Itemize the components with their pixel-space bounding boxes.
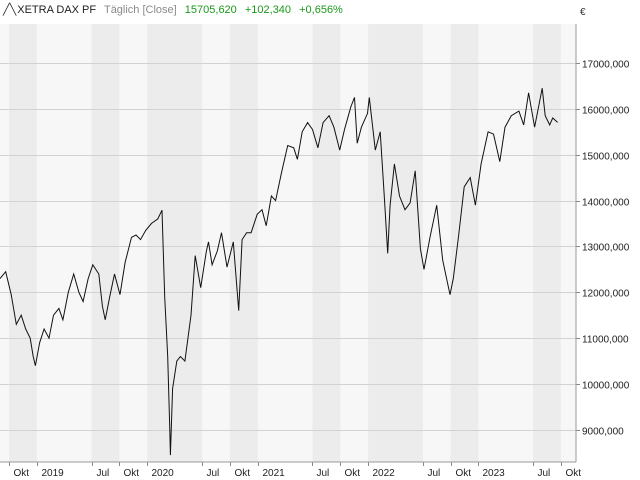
time-band — [9, 24, 37, 462]
change-percent: +0,656% — [299, 4, 343, 16]
change-value: +102,340 — [244, 4, 292, 16]
x-tick-label: Jul — [207, 468, 220, 479]
x-tick-label: Okt — [124, 468, 140, 479]
chart-header: ╱╲XETRA DAX PF Täglich [Close] 15705,620… — [3, 3, 348, 17]
time-band — [533, 24, 561, 462]
frequency-label: Täglich [Close] — [103, 4, 177, 16]
y-tick-label: 13000,000 — [582, 243, 630, 254]
instrument-name: XETRA DAX PF — [17, 4, 97, 16]
x-tick-label: Jul — [97, 468, 110, 479]
time-band — [147, 24, 203, 462]
x-tick-label: 2021 — [263, 468, 286, 479]
plot-area[interactable] — [0, 24, 576, 462]
y-tick-label: 15000,000 — [582, 152, 630, 163]
x-tick-label: Jul — [538, 468, 551, 479]
y-tick-label: 12000,000 — [582, 289, 630, 300]
y-tick-label: 16000,000 — [582, 106, 630, 117]
time-band — [368, 24, 423, 462]
y-tick-label: 9000,000 — [582, 427, 624, 438]
x-tick-label: 2022 — [373, 468, 396, 479]
x-tick-label: Okt — [456, 468, 472, 479]
x-tick-label: Okt — [345, 468, 361, 479]
last-value: 15705,620 — [184, 4, 237, 16]
x-tick-label: 2023 — [483, 468, 506, 479]
y-tick-label: 14000,000 — [582, 198, 630, 209]
y-tick-label: 10000,000 — [582, 381, 630, 392]
x-tick-label: Okt — [235, 468, 251, 479]
series-line — [0, 88, 558, 456]
x-tick-label: 2020 — [152, 468, 175, 479]
y-tick-label: 17000,000 — [582, 60, 630, 71]
x-tick-label: Jul — [428, 468, 441, 479]
time-band — [450, 24, 479, 462]
x-tick-label: Okt — [566, 468, 582, 479]
time-band — [312, 24, 341, 462]
x-tick-label: Jul — [317, 468, 330, 479]
time-band — [229, 24, 258, 462]
x-tick-label: 2019 — [42, 468, 65, 479]
currency-unit: € — [580, 7, 586, 18]
line-chart-icon: ╱╲ — [3, 4, 17, 16]
time-band — [91, 24, 120, 462]
y-tick-label: 11000,000 — [582, 335, 629, 346]
x-tick-label: Okt — [14, 468, 30, 479]
